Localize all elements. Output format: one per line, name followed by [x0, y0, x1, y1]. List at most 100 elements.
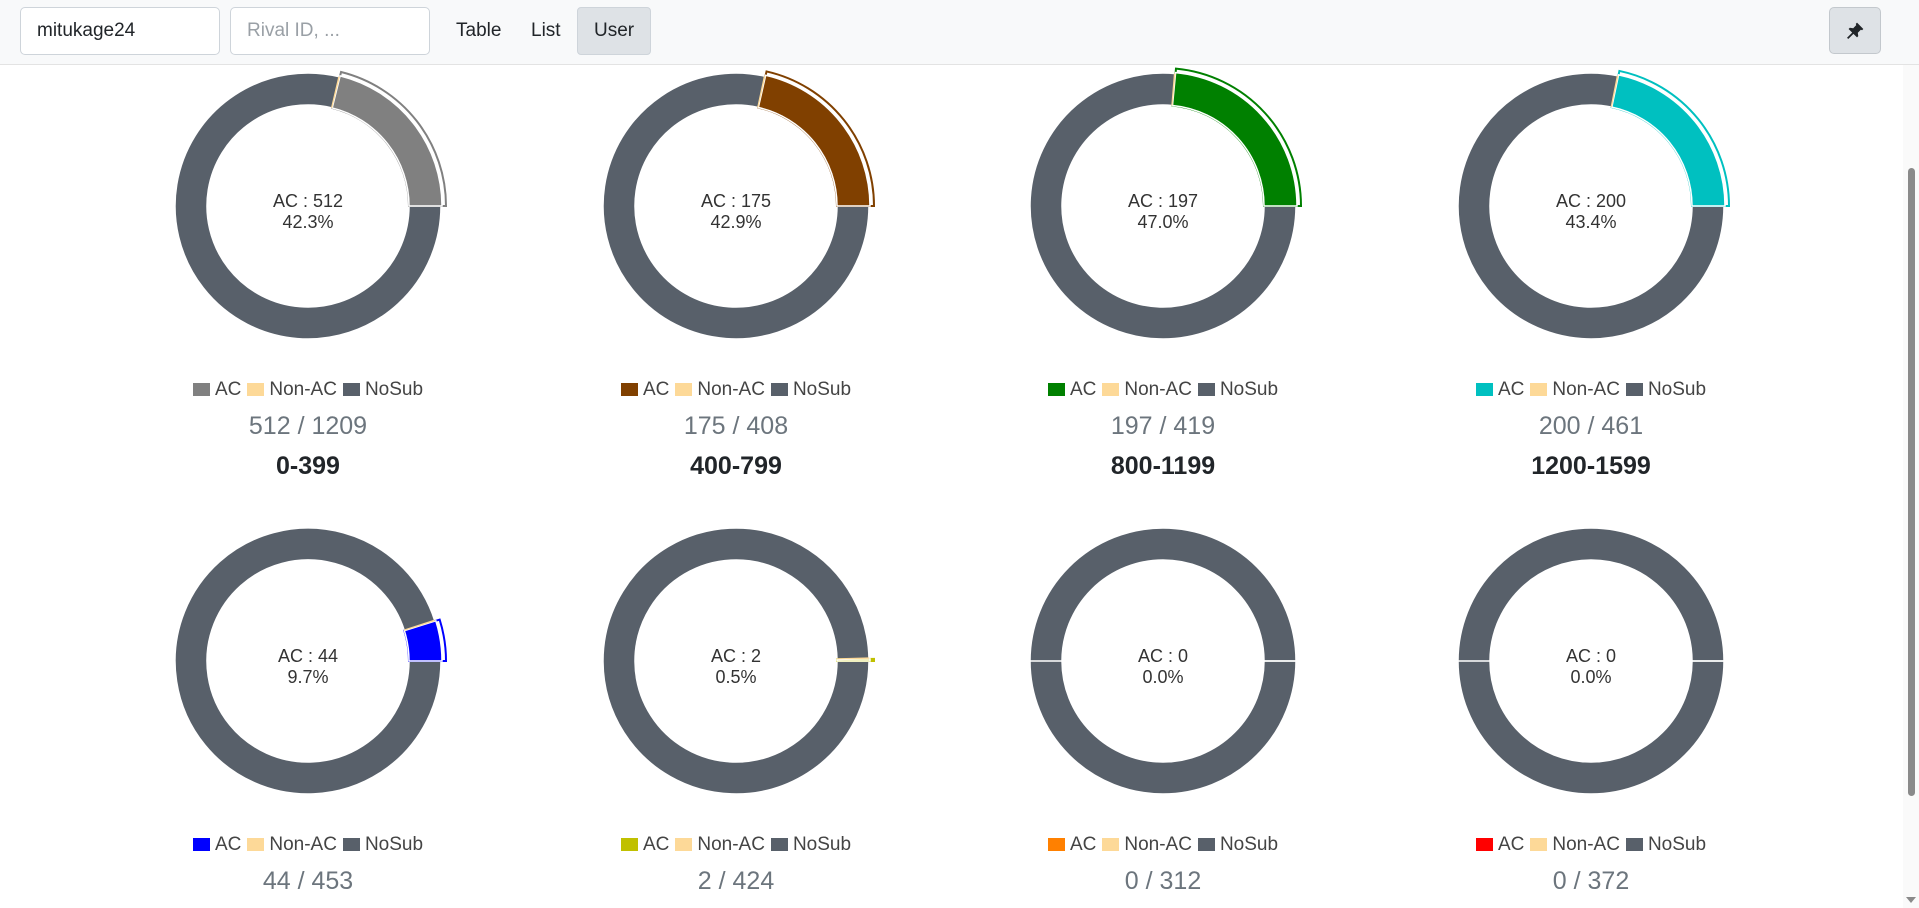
- scroll-down-arrow[interactable]: [1906, 897, 1916, 903]
- legend-item-ac[interactable]: AC: [1047, 834, 1096, 856]
- legend-item-nosub[interactable]: NoSub: [1197, 834, 1278, 856]
- difficulty-range-label: 400-799: [690, 452, 782, 480]
- legend-item-ac[interactable]: AC: [192, 379, 241, 401]
- legend-label: AC: [642, 834, 670, 855]
- legend-item-nosub[interactable]: NoSub: [1625, 379, 1706, 401]
- legend-item-nosub[interactable]: NoSub: [1197, 379, 1278, 401]
- user-id-input[interactable]: [20, 7, 220, 55]
- difficulty-panel: AC : 175 42.9% AC Non-AC NoSub 175 / 408 400-7…: [586, 56, 886, 480]
- ac-slice[interactable]: [1171, 71, 1298, 207]
- legend-item-nosub[interactable]: NoSub: [1625, 834, 1707, 856]
- legend-item-non-ac[interactable]: Non-AC: [675, 379, 765, 401]
- legend-swatch: [1475, 838, 1493, 851]
- tab-user[interactable]: User: [577, 7, 652, 55]
- ac-slice[interactable]: [836, 658, 871, 662]
- legend-item-ac[interactable]: AC: [1475, 834, 1524, 856]
- legend-item-ac[interactable]: AC: [620, 834, 670, 856]
- difficulty-panel: AC : 44 9.7% AC Non-AC NoSub 44 / 453: [158, 511, 458, 895]
- ac-count-text: AC : 200: [1555, 191, 1627, 211]
- chart-legend: AC Non-AC NoSub: [158, 379, 458, 401]
- ac-slice[interactable]: [1610, 73, 1726, 207]
- non-ac-slice[interactable]: [1171, 73, 1176, 106]
- ac-count-text: AC : 44: [277, 646, 339, 666]
- donut-center-label: AC : 0 0.0%: [1013, 646, 1313, 688]
- nosub-slice[interactable]: [602, 527, 870, 795]
- ac-slice[interactable]: [757, 74, 871, 207]
- legend-swatch: [247, 838, 265, 851]
- tab-list[interactable]: List: [531, 20, 561, 41]
- nosub-slice[interactable]: [174, 72, 442, 340]
- non-ac-slice[interactable]: [1610, 75, 1619, 108]
- tab-table[interactable]: Table: [456, 20, 502, 41]
- difficulty-range-label: 1200-1599: [1531, 452, 1651, 480]
- legend-item-non-ac[interactable]: Non-AC: [1530, 379, 1620, 401]
- legend-item-non-ac[interactable]: Non-AC: [1102, 834, 1192, 856]
- non-ac-slice[interactable]: [403, 619, 435, 631]
- donut-center-label: AC : 2 0.5%: [586, 646, 886, 688]
- nosub-slice[interactable]: [1029, 527, 1297, 795]
- solved-counts: 0 / 312: [1124, 867, 1202, 895]
- legend-item-nosub[interactable]: NoSub: [770, 834, 851, 856]
- nosub-slice[interactable]: [1029, 72, 1297, 340]
- donut-chart: [174, 70, 448, 340]
- donut-chart: [1029, 527, 1297, 795]
- legend-swatch: [247, 383, 265, 396]
- rival-id-input[interactable]: [230, 7, 430, 55]
- legend-label: Non-AC: [1552, 834, 1620, 855]
- non-ac-slice[interactable]: [836, 657, 869, 660]
- legend-swatch: [1197, 838, 1215, 851]
- legend-item-non-ac[interactable]: Non-AC: [247, 379, 337, 401]
- ac-percent-text: 0.0%: [1142, 667, 1184, 687]
- nosub-slice[interactable]: [1457, 527, 1725, 795]
- non-ac-slice[interactable]: [331, 76, 340, 108]
- ac-count-text: AC : 2: [710, 646, 762, 666]
- legend-item-ac[interactable]: AC: [192, 834, 241, 856]
- pin-button[interactable]: [1829, 7, 1881, 54]
- legend-swatch: [675, 383, 693, 396]
- legend-swatch: [1197, 383, 1215, 396]
- chart-legend: AC Non-AC NoSub: [586, 379, 886, 401]
- donut-chart: [602, 527, 876, 795]
- nosub-slice[interactable]: [602, 72, 870, 340]
- nosub-slice[interactable]: [1457, 72, 1725, 340]
- nosub-slice[interactable]: [174, 527, 442, 795]
- legend-item-nosub[interactable]: NoSub: [342, 379, 423, 401]
- donut-chart: [174, 527, 448, 795]
- ac-slice[interactable]: [403, 619, 443, 662]
- legend-item-ac[interactable]: AC: [1475, 379, 1524, 401]
- legend-item-non-ac[interactable]: Non-AC: [247, 834, 337, 856]
- donut-center-label: AC : 44 9.7%: [158, 646, 458, 688]
- legend-item-ac[interactable]: AC: [1047, 379, 1097, 401]
- ac-count-text: AC : 512: [272, 191, 344, 211]
- scrollbar[interactable]: [1903, 65, 1919, 908]
- legend-item-non-ac[interactable]: Non-AC: [675, 834, 765, 856]
- legend-item-non-ac[interactable]: Non-AC: [1102, 379, 1192, 401]
- legend-item-nosub[interactable]: NoSub: [770, 379, 851, 401]
- legend-label: Non-AC: [1552, 379, 1620, 400]
- legend-item-non-ac[interactable]: Non-AC: [1530, 834, 1620, 856]
- legend-label: Non-AC: [697, 379, 765, 400]
- legend-label: Non-AC: [697, 834, 765, 855]
- ac-percent-text: 9.7%: [287, 667, 329, 687]
- chart-legend: AC Non-AC NoSub: [1441, 834, 1741, 856]
- legend-item-ac[interactable]: AC: [620, 379, 669, 401]
- chart-legend: AC Non-AC NoSub: [1013, 379, 1313, 401]
- donut-chart: [1457, 69, 1731, 340]
- donut-chart: [1029, 67, 1303, 340]
- difficulty-panel: AC : 0 0.0% AC Non-AC NoSub 0 / 372: [1441, 511, 1741, 895]
- chart-legend: AC Non-AC NoSub: [586, 834, 886, 856]
- legend-swatch: [192, 383, 210, 396]
- legend-swatch: [770, 383, 788, 396]
- ac-slice[interactable]: [331, 74, 443, 207]
- legend-label: NoSub: [1647, 834, 1707, 855]
- ac-count-text: AC : 197: [1127, 191, 1199, 211]
- legend-label: AC: [1069, 379, 1097, 400]
- legend-item-nosub[interactable]: NoSub: [342, 834, 423, 856]
- scrollbar-thumb[interactable]: [1908, 168, 1915, 796]
- ac-percent-text: 0.5%: [715, 667, 757, 687]
- pin-icon: [1847, 22, 1864, 39]
- legend-swatch: [1625, 383, 1643, 396]
- solved-counts: 197 / 419: [1110, 412, 1216, 440]
- non-ac-slice[interactable]: [757, 75, 766, 108]
- solved-counts: 512 / 1209: [248, 412, 368, 440]
